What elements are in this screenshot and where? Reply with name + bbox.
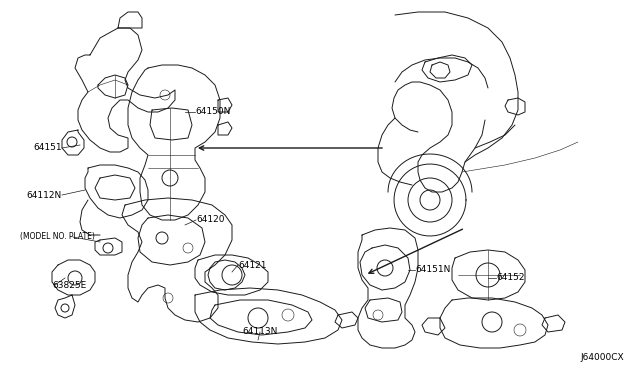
Text: 64113N: 64113N bbox=[243, 327, 278, 337]
Text: 64120: 64120 bbox=[196, 215, 225, 224]
Text: 64121: 64121 bbox=[238, 260, 266, 269]
Text: 64151N: 64151N bbox=[415, 266, 451, 275]
Text: 64152: 64152 bbox=[496, 273, 525, 282]
Text: 64151: 64151 bbox=[33, 144, 62, 153]
Text: 63825E: 63825E bbox=[52, 280, 86, 289]
Text: J64000CX: J64000CX bbox=[580, 353, 624, 362]
Text: 64112N: 64112N bbox=[27, 190, 62, 199]
Text: 64150N: 64150N bbox=[195, 108, 230, 116]
Text: (MODEL NO. PLATE): (MODEL NO. PLATE) bbox=[20, 232, 95, 241]
